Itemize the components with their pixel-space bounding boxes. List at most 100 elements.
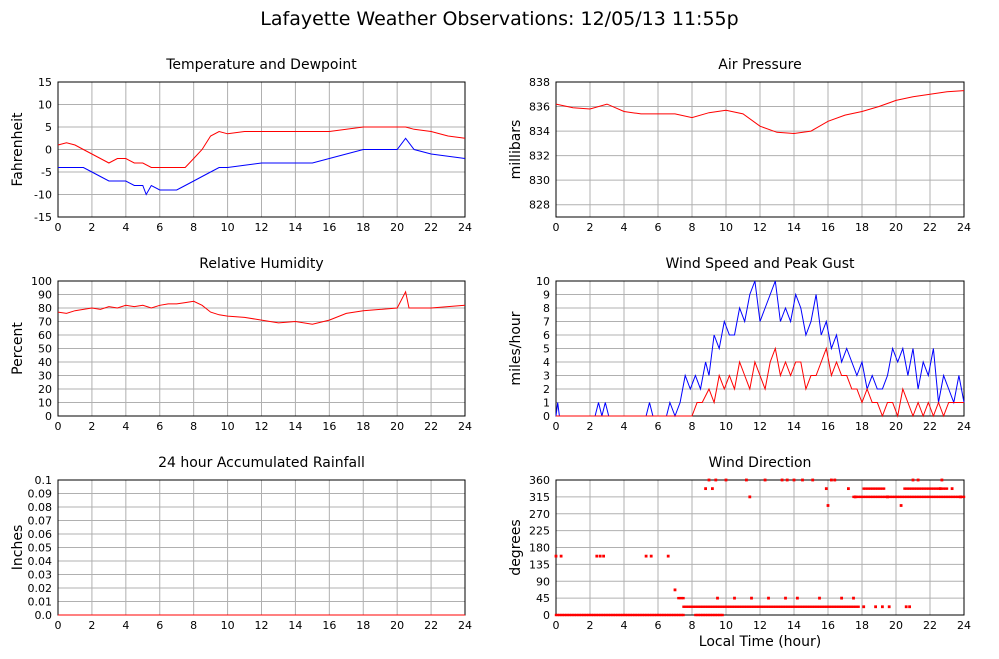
x-tick-label: 2 [88, 221, 95, 234]
scatter-point [882, 495, 886, 499]
y-tick-label: 834 [529, 125, 550, 138]
scatter-point [690, 605, 694, 608]
scatter-point [772, 605, 775, 608]
scatter-point [672, 613, 675, 617]
scatter-point [641, 613, 644, 617]
scatter-point [684, 605, 687, 608]
scatter-point [869, 495, 872, 499]
chart-title: 24 hour Accumulated Rainfall [158, 455, 365, 471]
scatter-point [796, 596, 799, 600]
x-tick-label: 10 [719, 221, 733, 234]
y-tick-label: 50 [38, 343, 52, 356]
x-tick-label: 16 [322, 221, 336, 234]
scatter-point [920, 495, 923, 499]
scatter-point [904, 605, 908, 609]
scatter-point [646, 613, 649, 617]
y-tick-label: 315 [529, 491, 550, 504]
scatter-point [913, 495, 916, 499]
x-tick-label: 16 [821, 619, 835, 632]
scatter-point [763, 478, 767, 482]
scatter-point [876, 487, 879, 490]
x-tick-label: 20 [889, 420, 903, 433]
scatter-point [884, 495, 887, 499]
scatter-point [585, 613, 588, 617]
scatter-point [559, 554, 563, 558]
plot-frame [57, 280, 466, 417]
scatter-point [855, 605, 859, 608]
scatter-point [877, 495, 881, 499]
scatter-point [767, 605, 770, 608]
chart-title: Relative Humidity [199, 256, 323, 272]
scatter-point [716, 596, 719, 600]
scatter-point [840, 596, 843, 600]
scatter-point [706, 613, 709, 617]
scatter-point [695, 605, 699, 608]
scatter-point [920, 487, 923, 490]
y-tick-label: 70 [38, 316, 52, 329]
y-tick-label: 10 [536, 275, 550, 288]
scatter-point [923, 487, 927, 490]
scatter-point [556, 613, 559, 617]
scatter-point [588, 613, 592, 617]
y-tick-label: 5 [45, 121, 52, 134]
scatter-point [735, 605, 738, 608]
scatter-point [678, 613, 682, 617]
scatter-point [709, 605, 712, 608]
scatter-point [848, 605, 852, 608]
scatter-point [872, 487, 876, 490]
y-tick-label: 80 [38, 302, 52, 315]
scatter-point [784, 596, 787, 600]
scatter-point [814, 605, 818, 608]
y-axis-label: Percent [10, 322, 26, 375]
scatter-point [740, 605, 743, 608]
scatter-point [881, 487, 884, 490]
scatter-point [876, 495, 879, 499]
scatter-point [808, 605, 811, 608]
scatter-point [801, 478, 804, 482]
scatter-point [726, 605, 729, 608]
x-tick-label: 0 [553, 420, 560, 433]
scatter-point [911, 495, 915, 499]
plot-frame [555, 280, 965, 417]
scatter-point [871, 487, 874, 490]
scatter-point [685, 605, 689, 608]
scatter-point [638, 613, 641, 617]
scatter-point [820, 605, 823, 608]
scatter-point [731, 605, 734, 608]
scatter-point [877, 487, 881, 490]
scatter-point [769, 605, 772, 608]
y-tick-label: 225 [529, 525, 550, 538]
y-tick-label: -5 [41, 166, 52, 179]
scatter-point [838, 605, 842, 608]
scatter-point [570, 613, 573, 617]
scatter-point [874, 487, 877, 490]
x-tick-label: 24 [458, 420, 472, 433]
x-tick-label: 12 [255, 420, 269, 433]
x-tick-label: 10 [221, 221, 235, 234]
scatter-point [830, 478, 833, 482]
y-tick-label: 0.05 [28, 542, 53, 555]
y-tick-label: 0.04 [28, 555, 53, 568]
y-tick-label: 100 [31, 275, 52, 288]
scatter-point [906, 495, 910, 499]
scatter-point [582, 613, 585, 617]
x-tick-label: 10 [719, 420, 733, 433]
scatter-point [824, 487, 828, 491]
scatter-point [711, 613, 714, 617]
x-tick-label: 4 [122, 619, 129, 632]
y-tick-label: 7 [543, 316, 550, 329]
scatter-point [837, 605, 840, 608]
scatter-point [745, 478, 748, 482]
scatter-point [792, 478, 796, 482]
x-tick-label: 22 [923, 619, 937, 632]
scatter-point [916, 487, 920, 490]
scatter-point [775, 605, 779, 608]
scatter-point [760, 605, 763, 608]
scatter-point [928, 495, 932, 499]
scatter-point [587, 613, 590, 617]
y-tick-label: 135 [529, 558, 550, 571]
x-tick-label: 10 [221, 619, 235, 632]
